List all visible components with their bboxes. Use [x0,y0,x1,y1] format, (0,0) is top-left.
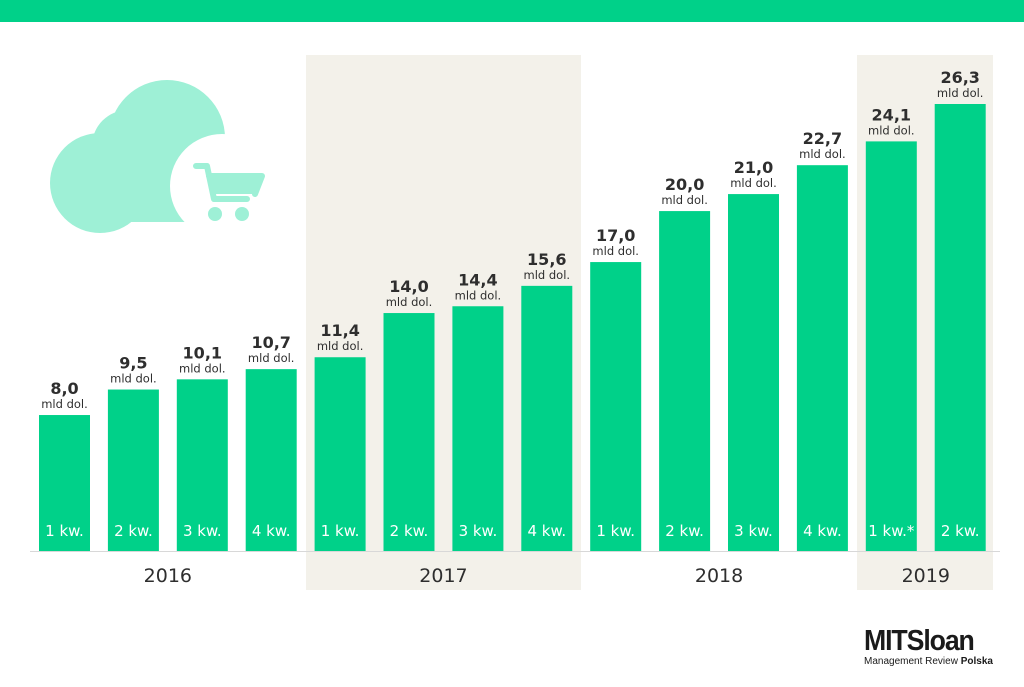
quarter-label-5: 1 kw. [321,522,360,540]
unit-label-3: mld dol. [179,361,226,375]
value-label-7: 14,4 [458,270,497,289]
quarter-label-2: 2 kw. [114,522,153,540]
logo-sub-text: Management Review Polska [864,656,999,668]
value-label-11: 21,0 [734,158,773,177]
unit-label-13: mld dol. [868,123,915,137]
year-label-2017: 2017 [419,565,467,587]
value-label-8: 15,6 [527,250,566,269]
quarter-label-6: 2 kw. [390,522,429,540]
bar-4 [245,369,297,551]
top-accent-band [0,0,1024,22]
bar-11 [728,194,779,552]
bar-14 [934,104,986,551]
bar-10 [659,211,711,551]
unit-label-11: mld dol. [730,176,777,190]
bar-2 [107,389,159,551]
year-label-2018: 2018 [695,565,743,587]
quarter-label-12: 4 kw. [803,522,842,540]
bar-13 [865,141,917,551]
unit-label-9: mld dol. [592,244,639,258]
year-label-2016: 2016 [144,565,192,587]
value-label-2: 9,5 [119,354,147,373]
bar-7 [452,306,504,551]
quarter-label-13: 1 kw.* [868,522,915,540]
mitsloan-logo: MITSloan Management Review Polska [864,626,999,670]
value-label-10: 20,0 [665,175,704,194]
value-label-9: 17,0 [596,226,635,245]
unit-label-7: mld dol. [455,288,502,302]
value-label-3: 10,1 [183,343,222,362]
quarter-label-3: 3 kw. [183,522,222,540]
bar-9 [590,262,642,551]
unit-label-12: mld dol. [799,147,846,161]
cloud-shopping-cart-icon [50,80,274,238]
logo-sub-regular: Management Review [864,656,958,667]
quarter-label-9: 1 kw. [596,522,635,540]
logo-sub-bold: Polska [960,656,993,667]
value-label-14: 26,3 [940,68,979,87]
unit-label-5: mld dol. [317,339,364,353]
quarter-label-4: 4 kw. [252,522,291,540]
unit-label-4: mld dol. [248,351,295,365]
bar-5 [314,357,366,551]
year-label-2019: 2019 [902,565,950,587]
unit-label-14: mld dol. [937,86,984,100]
bar-12 [796,165,848,551]
bar-6 [383,313,435,551]
unit-label-2: mld dol. [110,372,157,386]
unit-label-8: mld dol. [524,268,571,282]
quarter-label-10: 2 kw. [665,522,704,540]
quarter-label-1: 1 kw. [45,522,84,540]
quarter-label-8: 4 kw. [527,522,566,540]
value-label-6: 14,0 [389,277,428,296]
value-label-12: 22,7 [803,129,842,148]
bar-1 [39,415,90,551]
quarter-label-7: 3 kw. [459,522,498,540]
unit-label-6: mld dol. [386,295,433,309]
bar-3 [176,379,228,551]
unit-label-10: mld dol. [661,193,708,207]
bar-8 [521,285,573,551]
unit-label-1: mld dol. [41,397,88,411]
value-label-5: 11,4 [320,321,359,340]
value-label-13: 24,1 [872,105,911,124]
value-label-4: 10,7 [251,333,290,352]
value-label-1: 8,0 [50,379,78,398]
logo-main-text: MITSloan [864,625,975,657]
quarter-label-11: 3 kw. [734,522,773,540]
quarter-label-14: 2 kw. [941,522,980,540]
